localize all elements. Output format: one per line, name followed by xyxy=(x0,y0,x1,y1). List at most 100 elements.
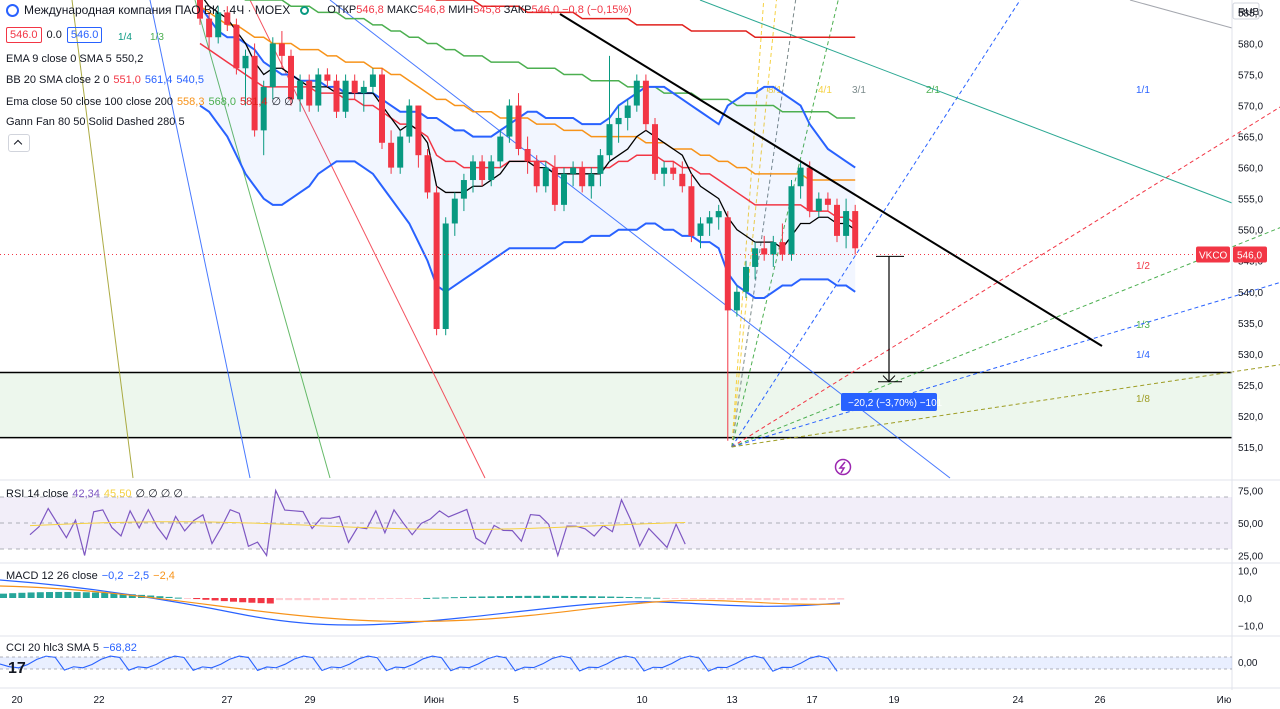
gann-fan-label: 1/8 xyxy=(1136,394,1150,405)
time-tick-label: Июн xyxy=(424,695,444,706)
legend-cci[interactable]: CCI 20 hlc3 SMA 5 −68,82 xyxy=(6,642,137,654)
gann-fan-label: 1/2 xyxy=(1136,261,1150,272)
macd-histogram-bar xyxy=(230,598,237,602)
gann-diagonal-line xyxy=(699,0,1233,204)
gann-fan-line xyxy=(731,0,765,447)
macd-histogram-bar xyxy=(478,596,486,598)
macd-histogram-bar xyxy=(662,598,670,599)
time-tick-label: 13 xyxy=(726,695,738,706)
macd-histogram-bar xyxy=(331,598,339,601)
trade-box: 546.0 0.0 546.0 xyxy=(6,27,103,43)
measure-label-box xyxy=(841,393,937,411)
legend-macd[interactable]: MACD 12 26 close −0,2 −2,5 −2,4 xyxy=(6,570,175,582)
candle-body xyxy=(642,80,649,125)
cci-tick-label: 0,00 xyxy=(1238,658,1258,669)
buy-button[interactable]: 546.0 xyxy=(66,27,103,43)
candle-body xyxy=(488,161,495,181)
candle-body xyxy=(242,55,249,69)
macd-histogram-bar xyxy=(147,595,155,598)
candle-body xyxy=(834,204,840,236)
macd-line xyxy=(0,579,841,626)
price-axis: 585,0 580,0 575,0 570,0 565,0 560,0 555,0 550,0… xyxy=(1196,0,1267,690)
macd-histogram-bar xyxy=(423,597,431,599)
legend-rsi[interactable]: RSI 14 close 42,34 45,50 ∅ ∅ ∅ ∅ xyxy=(6,488,183,500)
candle-body xyxy=(406,105,413,137)
macd-histogram-bar xyxy=(202,598,210,600)
candle-body xyxy=(324,74,331,81)
macd-histogram-bar xyxy=(496,596,504,598)
candle-body xyxy=(661,167,668,174)
gann-fan-label: 1/1 xyxy=(1136,85,1150,96)
sell-button[interactable]: 546.0 xyxy=(6,27,42,43)
rsi-tick-label: 50,00 xyxy=(1238,519,1263,530)
macd-tick-label: −10,0 xyxy=(1238,622,1264,633)
macd-histogram-bar xyxy=(128,594,136,598)
time-tick-label: 26 xyxy=(1094,695,1106,706)
macd-histogram-bar xyxy=(55,591,63,598)
macd-histogram-bar xyxy=(570,595,578,598)
support-zone xyxy=(0,371,1232,439)
ema200-line xyxy=(435,0,856,38)
candle-body xyxy=(206,18,213,38)
macd-histogram-bar xyxy=(174,597,182,599)
time-tick-label: Ию xyxy=(1217,695,1232,706)
gann-fan-line xyxy=(731,227,1280,448)
sub-panes: 75,00 50,00 25,00 10,0 0,0 −10,0 0,00 xyxy=(0,479,1280,689)
macd-histogram-bar xyxy=(193,598,201,600)
legend-gann[interactable]: Gann Fan 80 50 Solid Dashed 280 5 xyxy=(6,116,185,128)
candle-body xyxy=(297,80,304,100)
symbol-tag: VKCO xyxy=(1199,251,1228,262)
legend-ema-multi[interactable]: Ema close 50 close 100 close 200 558,3 568… xyxy=(6,96,294,108)
macd-histogram-bar xyxy=(404,598,412,599)
candle-body xyxy=(342,80,349,112)
lightning-icon-bolt xyxy=(838,461,846,474)
candle-body xyxy=(479,161,486,181)
macd-histogram-bar xyxy=(46,592,53,598)
candle-body xyxy=(497,136,504,162)
macd-histogram-bar xyxy=(818,598,826,600)
candle-body xyxy=(260,86,267,131)
legend-bb[interactable]: BB 20 SMA close 2 0 551,0 561,4 540,5 xyxy=(6,74,204,86)
candle-body xyxy=(733,291,740,311)
candle-body xyxy=(506,105,513,137)
macd-histogram-bar xyxy=(441,597,449,599)
chart-title[interactable]: Международная компания ПАО ВК · 4Ч · MOE… xyxy=(24,3,291,17)
support-zone-fill xyxy=(0,372,1232,438)
macd-histogram-bar xyxy=(184,598,191,599)
price-tick-label: 550,0 xyxy=(1238,226,1263,237)
legend-ema[interactable]: EMA 9 close 0 SMA 5 550,2 xyxy=(6,53,144,65)
macd-histogram-bar xyxy=(782,598,789,601)
candle-body xyxy=(460,180,467,199)
gann-fan-label: 4/1 xyxy=(818,85,832,96)
drawings: −20,2 (−3,70%) −101 xyxy=(0,13,1232,476)
candle-body xyxy=(269,43,276,87)
candle-body xyxy=(551,167,558,205)
candle-body xyxy=(788,186,795,255)
price-tick-label: 580,0 xyxy=(1238,39,1263,50)
gann-label-left: 1/4 xyxy=(118,32,132,43)
macd-histogram-bar xyxy=(460,596,467,598)
candle-body xyxy=(442,223,449,330)
macd-histogram-bar xyxy=(598,596,605,598)
gann-label-left: 1/3 xyxy=(150,32,164,43)
macd-histogram-bar xyxy=(736,598,743,600)
currency-selector xyxy=(1232,2,1260,20)
time-tick-label: 22 xyxy=(93,695,105,706)
chart-header: Международная компания ПАО ВК · 4Ч · MOE… xyxy=(6,3,632,17)
macd-histogram-bar xyxy=(211,598,219,601)
candle-body xyxy=(679,173,686,187)
candles xyxy=(197,0,859,441)
collapse-legend-button[interactable] xyxy=(8,134,30,152)
macd-histogram-bar xyxy=(395,598,403,599)
macd-histogram-bar xyxy=(119,593,127,598)
macd-histogram-bar xyxy=(9,593,17,598)
macd-histogram-bar xyxy=(772,598,780,601)
macd-histogram-bar xyxy=(340,598,348,600)
lightning-icon xyxy=(834,458,852,476)
candle-body xyxy=(388,142,395,168)
candle-body xyxy=(561,173,567,205)
macd-histogram-bar xyxy=(36,592,44,598)
candle-body xyxy=(397,136,404,168)
candle-body xyxy=(688,186,695,236)
